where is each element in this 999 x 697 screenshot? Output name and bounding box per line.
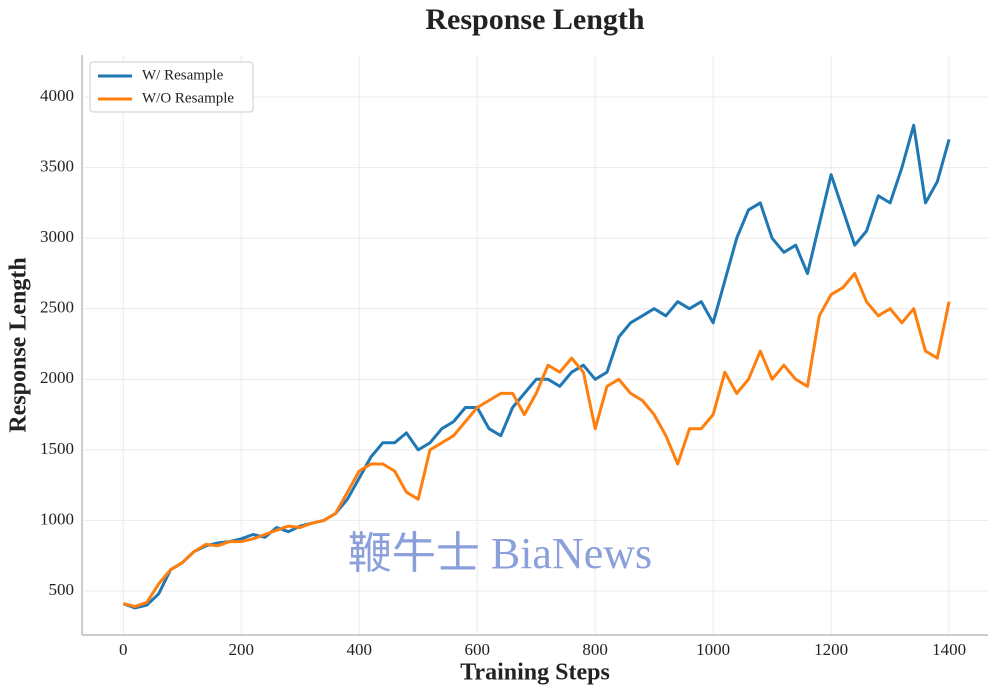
x-tick-label: 400: [346, 640, 372, 659]
y-tick-label: 3000: [40, 227, 74, 246]
x-tick-label: 1000: [696, 640, 730, 659]
x-tick-label: 0: [119, 640, 128, 659]
chart-title: Response Length: [425, 3, 645, 36]
x-tick-label: 1400: [932, 640, 966, 659]
y-tick-label: 500: [49, 580, 75, 599]
y-tick-label: 1500: [40, 439, 74, 458]
x-tick-label: 200: [229, 640, 255, 659]
x-tick-label: 600: [464, 640, 490, 659]
watermark: 鞭牛士 BiaNews: [348, 529, 652, 578]
y-tick-label: 2500: [40, 298, 74, 317]
legend-label: W/ Resample: [142, 67, 224, 83]
legend: W/ Resample W/O Resample: [89, 61, 254, 113]
series-line: [122, 272, 951, 608]
legend-label: W/O Resample: [142, 90, 234, 106]
x-tick-label: 800: [582, 640, 608, 659]
y-tick-label: 2000: [40, 368, 74, 387]
y-tick-label: 3500: [40, 157, 74, 176]
x-tick-label: 1200: [814, 640, 848, 659]
x-axis-label: Training Steps: [460, 660, 610, 686]
y-tick-label: 4000: [40, 86, 74, 105]
y-tick-label: 1000: [40, 509, 74, 528]
y-axis-label: Response Length: [6, 257, 32, 432]
